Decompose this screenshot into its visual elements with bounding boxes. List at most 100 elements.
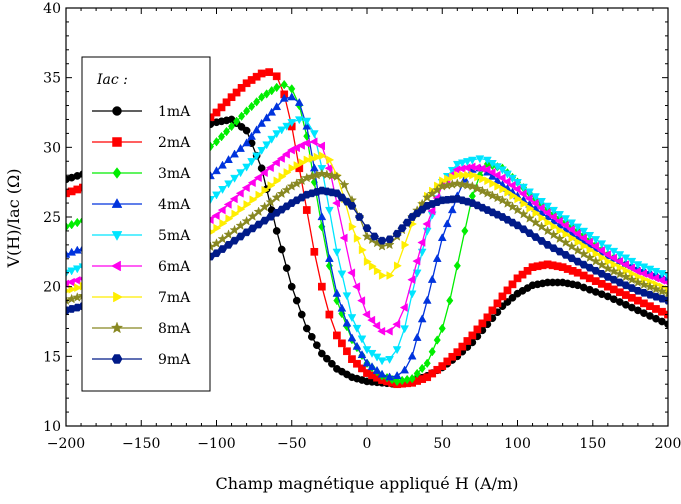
data-point	[474, 172, 483, 182]
data-point	[479, 174, 488, 184]
data-point	[544, 218, 553, 227]
data-point	[294, 97, 304, 106]
legend-title: Iac :	[96, 72, 128, 88]
data-point	[277, 126, 287, 135]
legend-marker	[111, 198, 123, 208]
data-point	[272, 102, 282, 111]
data-point	[433, 335, 441, 345]
data-point	[497, 173, 506, 183]
data-point	[572, 245, 583, 255]
data-point	[367, 315, 376, 325]
x-tick-label: 50	[433, 436, 451, 452]
data-point	[504, 188, 513, 197]
data-point	[338, 339, 346, 348]
legend-label: 3mA	[158, 166, 191, 182]
legend-marker	[111, 231, 123, 241]
data-point	[602, 263, 613, 273]
data-point	[332, 198, 341, 208]
legend-marker	[112, 137, 122, 147]
data-point	[499, 184, 508, 194]
data-point	[231, 209, 240, 219]
data-point	[492, 170, 501, 180]
data-point	[469, 170, 478, 180]
data-point	[657, 275, 666, 285]
data-point	[302, 117, 312, 126]
data-point	[498, 166, 507, 175]
data-point	[258, 92, 266, 102]
x-tick-label: −200	[47, 436, 85, 452]
data-point	[493, 299, 502, 308]
data-point	[343, 347, 351, 356]
data-point	[478, 319, 487, 328]
data-point	[502, 177, 511, 187]
data-point	[324, 206, 334, 215]
data-point	[467, 156, 477, 165]
data-point	[67, 247, 77, 256]
data-point	[633, 266, 642, 276]
data-point	[236, 169, 245, 178]
data-point	[482, 165, 491, 175]
legend: Iac : 1mA 2mA 3mA 4mA 5mA 6mA 7mA 8mA 9mA	[81, 56, 211, 392]
data-point	[663, 279, 668, 286]
data-point	[549, 206, 559, 215]
data-point	[373, 266, 382, 276]
data-point	[287, 92, 297, 101]
data-point	[66, 293, 77, 304]
data-point	[217, 131, 226, 142]
data-point	[268, 85, 276, 96]
data-point	[288, 84, 296, 94]
data-point	[556, 225, 565, 235]
data-point	[488, 306, 497, 315]
data-point	[444, 174, 453, 184]
data-point	[662, 288, 668, 298]
x-tick-label: −50	[277, 436, 307, 452]
legend-item-8mA: 8mA	[92, 321, 191, 337]
legend-box	[81, 56, 211, 392]
data-point	[407, 275, 416, 285]
data-point	[548, 229, 559, 240]
data-point	[342, 292, 352, 301]
data-point	[537, 197, 546, 206]
data-point	[497, 194, 508, 205]
data-point	[639, 269, 648, 278]
data-point	[566, 241, 577, 251]
data-point	[578, 233, 587, 243]
data-point	[634, 272, 643, 282]
data-point	[632, 277, 644, 287]
data-point	[489, 179, 498, 188]
data-point	[257, 146, 267, 155]
data-point	[367, 362, 377, 371]
data-point	[267, 181, 276, 190]
data-point	[347, 314, 357, 323]
data-point	[626, 274, 638, 285]
data-point	[508, 280, 517, 289]
data-point	[255, 190, 264, 200]
data-point	[278, 172, 287, 181]
data-point	[548, 212, 557, 222]
data-point	[348, 222, 357, 232]
data-point	[253, 97, 261, 107]
data-point	[610, 260, 619, 270]
data-point	[279, 93, 289, 102]
data-point	[555, 211, 565, 220]
data-point	[591, 236, 601, 245]
data-point	[277, 245, 286, 254]
data-point	[427, 206, 436, 216]
data-point	[363, 257, 372, 266]
data-point	[482, 187, 493, 198]
data-point	[287, 282, 296, 291]
data-point	[331, 171, 343, 181]
data-point	[243, 106, 251, 116]
data-point	[457, 179, 468, 189]
data-point	[462, 158, 472, 167]
y-axis-title: V(H)/Iac (Ω)	[4, 168, 23, 268]
data-point	[376, 240, 388, 251]
data-point	[317, 212, 327, 221]
data-point	[294, 116, 304, 125]
data-point	[224, 155, 233, 164]
data-point	[407, 351, 417, 360]
data-point	[261, 185, 270, 195]
y-tick-label: 25	[43, 210, 61, 226]
data-point	[342, 318, 352, 327]
data-point	[531, 193, 540, 202]
